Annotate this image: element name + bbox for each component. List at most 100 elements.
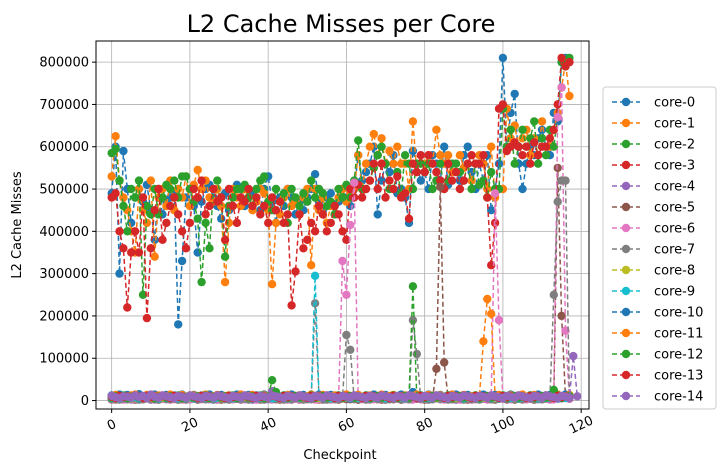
data-point <box>342 290 351 299</box>
data-point <box>170 193 179 202</box>
data-point <box>228 201 238 211</box>
data-point <box>385 146 394 156</box>
legend-swatch-marker <box>621 181 631 191</box>
data-point <box>217 193 226 202</box>
legend-item: core-9 <box>612 285 695 300</box>
data-point <box>404 214 414 223</box>
data-point <box>154 184 163 194</box>
data-point <box>326 218 335 228</box>
data-point <box>197 277 206 287</box>
y-tick-label: 300000 <box>39 267 89 282</box>
legend-label: core-11 <box>654 327 703 342</box>
data-point <box>428 159 437 168</box>
legend-item: core-10 <box>612 306 703 321</box>
data-point <box>209 184 218 194</box>
data-point <box>530 138 539 147</box>
data-point <box>479 151 488 160</box>
data-point <box>307 218 316 228</box>
data-point <box>111 189 120 198</box>
data-point <box>537 125 547 134</box>
x-tick-label: 0 <box>105 417 119 434</box>
data-point <box>432 364 441 373</box>
data-point <box>111 144 120 154</box>
data-point <box>193 193 202 202</box>
data-point <box>526 159 535 168</box>
data-point <box>264 218 273 228</box>
data-point <box>483 193 492 202</box>
data-point <box>565 91 574 101</box>
data-point <box>166 184 175 194</box>
data-point <box>307 176 316 185</box>
data-point <box>549 290 558 299</box>
data-point <box>193 165 202 175</box>
data-point <box>573 392 582 401</box>
data-point <box>181 244 191 253</box>
y-axis-title: L2 Cache Misses <box>10 171 25 279</box>
data-point <box>463 159 472 168</box>
data-point <box>130 193 140 202</box>
data-point <box>123 303 132 312</box>
legend-label: core-10 <box>654 306 703 321</box>
data-point <box>463 142 472 151</box>
data-point <box>119 193 128 202</box>
legend-label: core-4 <box>654 180 695 195</box>
legend-swatch-marker <box>621 328 631 338</box>
data-point <box>455 151 465 160</box>
data-point <box>185 218 195 228</box>
data-point <box>342 235 351 244</box>
data-point <box>295 210 304 219</box>
data-point <box>130 227 140 236</box>
data-point <box>177 256 187 266</box>
data-point <box>174 320 183 329</box>
data-point <box>201 210 210 219</box>
data-point <box>408 282 418 291</box>
data-point <box>283 210 292 219</box>
data-point <box>115 227 124 236</box>
data-point <box>150 252 159 261</box>
data-point <box>354 136 363 145</box>
data-point <box>299 189 308 198</box>
data-point <box>443 151 453 160</box>
legend-item: core-11 <box>612 327 703 342</box>
data-point <box>271 218 281 228</box>
y-tick-label: 600000 <box>39 140 89 155</box>
data-point <box>533 151 543 160</box>
legend-swatch-marker <box>621 307 631 317</box>
data-point <box>260 201 269 211</box>
legend-label: core-9 <box>654 285 695 300</box>
data-point <box>432 125 441 134</box>
data-point <box>224 184 234 194</box>
data-point <box>146 244 155 253</box>
data-point <box>158 193 167 202</box>
legend-item: core-4 <box>612 180 695 195</box>
data-point <box>420 167 429 177</box>
data-point <box>498 53 508 63</box>
legend-item: core-14 <box>612 390 703 405</box>
data-point <box>138 290 148 299</box>
data-point <box>220 252 230 261</box>
data-point <box>541 151 551 160</box>
data-point <box>267 193 277 202</box>
data-point <box>291 267 300 276</box>
data-point <box>561 176 570 185</box>
legend-label: core-12 <box>654 348 703 363</box>
data-point <box>440 142 449 151</box>
data-point <box>310 271 320 280</box>
data-point <box>475 159 484 168</box>
data-point <box>146 176 155 185</box>
data-point <box>158 235 167 244</box>
data-point <box>522 142 531 151</box>
data-point <box>205 201 214 211</box>
legend-label: core-3 <box>654 159 695 174</box>
y-tick-label: 200000 <box>39 309 89 324</box>
data-point <box>553 197 562 206</box>
legend-label: core-5 <box>654 201 695 216</box>
data-point <box>549 125 558 134</box>
data-point <box>354 151 363 160</box>
data-point <box>119 244 128 253</box>
data-point <box>361 159 371 168</box>
legend-item: core-8 <box>612 264 695 279</box>
legend-item: core-2 <box>612 138 695 153</box>
data-point <box>127 248 136 257</box>
data-point <box>557 53 566 63</box>
